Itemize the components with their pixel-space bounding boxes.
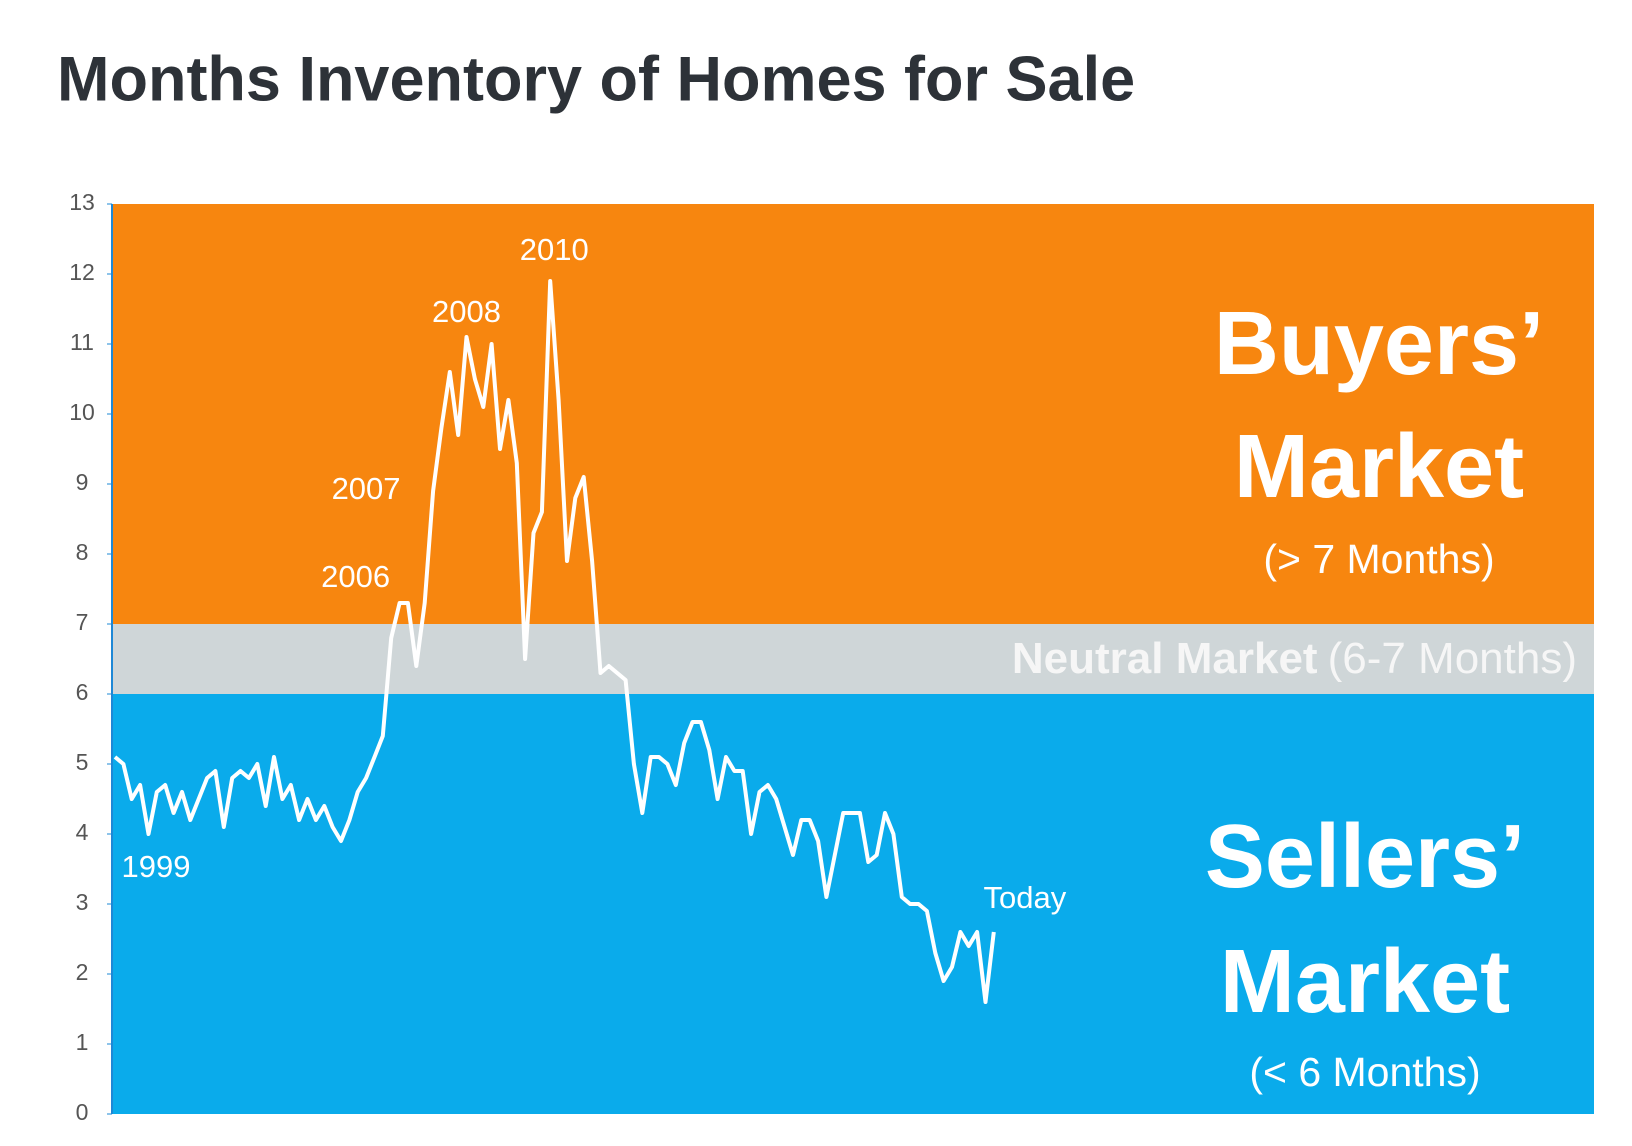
band-label: Market <box>1220 932 1510 1032</box>
point-label: 2007 <box>332 471 401 506</box>
band <box>113 624 1594 694</box>
band-sublabel: (< 6 Months) <box>1249 1049 1480 1095</box>
point-label: 2008 <box>432 294 501 329</box>
band <box>113 204 1594 624</box>
point-label: Today <box>983 880 1066 915</box>
band-sublabel: (> 7 Months) <box>1263 536 1494 582</box>
point-label: 1999 <box>121 849 190 884</box>
y-tick-label: 10 <box>69 399 95 425</box>
y-tick-label: 11 <box>70 329 94 355</box>
bands <box>113 204 1594 1114</box>
y-tick-label: 1 <box>76 1029 89 1055</box>
data-line <box>113 279 996 1004</box>
y-tick-label: 6 <box>76 679 89 705</box>
band <box>113 694 1594 1114</box>
y-tick-label: 2 <box>76 959 89 985</box>
y-tick-label: 9 <box>76 469 89 495</box>
band-label: Buyers’ <box>1214 294 1544 394</box>
point-label: 2010 <box>520 232 589 267</box>
y-tick-label: 8 <box>76 539 89 565</box>
y-tick-label: 4 <box>76 819 89 845</box>
band-sublabel: (6-7 Months) <box>1328 634 1577 683</box>
band-labels: Buyers’Market(> 7 Months)Neutral Market(… <box>1012 294 1577 1095</box>
point-label: 2006 <box>321 559 390 594</box>
y-tick-label: 3 <box>76 889 89 915</box>
band-label: Neutral Market <box>1012 634 1318 683</box>
y-tick-label: 13 <box>69 189 95 215</box>
band-label: Market <box>1234 417 1524 517</box>
band-label: Sellers’ <box>1205 807 1525 907</box>
y-tick-label: 12 <box>69 259 95 285</box>
series: 1999 2006 2007 2008 2010 Today <box>113 232 1067 1004</box>
y-tick-label: 7 <box>76 609 89 635</box>
y-tick-label: 5 <box>76 749 89 775</box>
chart-title: Months Inventory of Homes for Sale <box>57 45 1135 115</box>
y-tick-label: 0 <box>76 1099 89 1125</box>
band-label-group: Neutral Market (6-7 Months) <box>1012 634 1577 683</box>
